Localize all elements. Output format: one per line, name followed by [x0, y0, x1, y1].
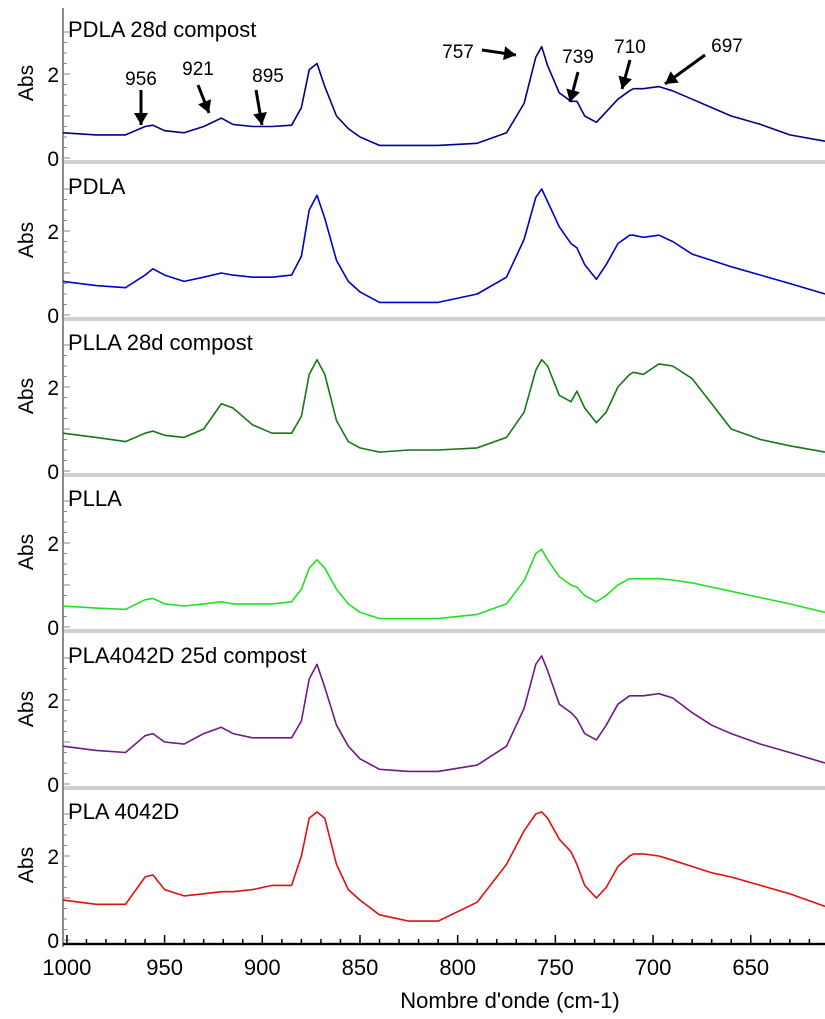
peak-label: 739: [562, 47, 594, 68]
peak-annotation: 710: [614, 37, 646, 90]
arrow-head: [253, 112, 267, 125]
peak-label: 921: [182, 59, 214, 80]
spectrum-line: [62, 811, 825, 922]
x-tick-label: 800: [439, 955, 476, 980]
panel-separator: [63, 629, 825, 633]
y-axis-label: Abs: [15, 378, 38, 414]
panel-separator: [63, 160, 825, 164]
peak-annotation: 956: [125, 69, 157, 125]
peak-annotation: 757: [442, 42, 517, 63]
x-axis-label: Nombre d'onde (cm-1): [400, 988, 619, 1013]
panel-title: PDLA: [68, 174, 126, 199]
y-tick-label: 0: [47, 461, 59, 484]
panels-layer: 0 2 Abs PDLA 28d compost 0 2 Abs PDLA 0 2 Abs PLLA …: [15, 8, 825, 953]
panel-title: PLLA 28d compost: [68, 330, 253, 355]
panel-title: PLA 4042D: [68, 799, 179, 824]
y-tick-label: 0: [47, 930, 59, 953]
panel-title: PLLA: [68, 486, 122, 511]
spectrum-line: [62, 45, 825, 147]
y-tick-label: 2: [47, 533, 59, 556]
arrow-head: [566, 88, 580, 102]
y-axis-label: Abs: [15, 222, 38, 258]
x-tick-label: 700: [635, 955, 672, 980]
x-tick-label: 900: [244, 955, 281, 980]
y-axis-label: Abs: [15, 691, 38, 727]
spectrum-panel: 0 2 Abs PLLA 28d compost: [15, 321, 825, 484]
panel-separator: [63, 473, 825, 477]
y-tick-label: 0: [47, 148, 59, 171]
spectrum-panel: 0 2 Abs PDLA: [15, 165, 825, 328]
panel-separator: [63, 786, 825, 790]
y-tick-label: 2: [47, 64, 59, 87]
panel-title: PLA4042D 25d compost: [68, 643, 307, 668]
spectrum-line: [62, 548, 825, 620]
x-tick-label: 1000: [42, 955, 91, 980]
y-tick-label: 2: [47, 221, 59, 244]
peak-label: 710: [614, 37, 646, 58]
peak-label: 956: [125, 69, 157, 90]
y-tick-label: 0: [47, 774, 59, 797]
spectrum-panel: 0 2 Abs PLA 4042D: [15, 790, 825, 953]
peak-annotation: 895: [252, 66, 284, 126]
y-tick-label: 0: [47, 617, 59, 640]
y-tick-label: 0: [47, 305, 59, 328]
x-tick-label: 850: [342, 955, 379, 980]
peak-label: 757: [442, 42, 474, 63]
arrow-head: [134, 113, 148, 125]
peak-label: 697: [711, 36, 743, 57]
peak-annotation: 921: [182, 59, 214, 114]
arrow-head: [618, 75, 632, 89]
spectrum-line: [62, 358, 825, 453]
annotations-layer: 956 921 895 757 739 710 697: [125, 36, 743, 126]
x-tick-label: 650: [732, 955, 769, 980]
spectrum-panel: 0 2 Abs PDLA 28d compost: [15, 8, 825, 171]
y-tick-label: 2: [47, 690, 59, 713]
y-tick-label: 2: [47, 377, 59, 400]
x-tick-label: 950: [146, 955, 183, 980]
spectrum-panel: 0 2 Abs PLLA: [15, 477, 825, 640]
y-axis-label: Abs: [15, 65, 38, 101]
x-tick-label: 750: [537, 955, 574, 980]
y-tick-label: 2: [47, 846, 59, 869]
arrow-head: [503, 46, 516, 61]
arrow-head: [665, 71, 679, 84]
spectrum-panel: 0 2 Abs PLA4042D 25d compost: [15, 634, 825, 797]
spectrum-line: [62, 188, 825, 304]
arrow-head: [198, 99, 212, 113]
y-axis-label: Abs: [15, 534, 38, 570]
peak-annotation: 697: [664, 36, 743, 86]
peak-annotation: 739: [562, 47, 594, 103]
panel-separator: [63, 317, 825, 321]
panel-title: PDLA 28d compost: [68, 17, 256, 42]
peak-label: 895: [252, 66, 284, 87]
spectrum-line: [62, 655, 825, 773]
y-axis-label: Abs: [15, 847, 38, 883]
x-axis: 1000 950 900 850 800 750 700 650: [42, 935, 825, 980]
